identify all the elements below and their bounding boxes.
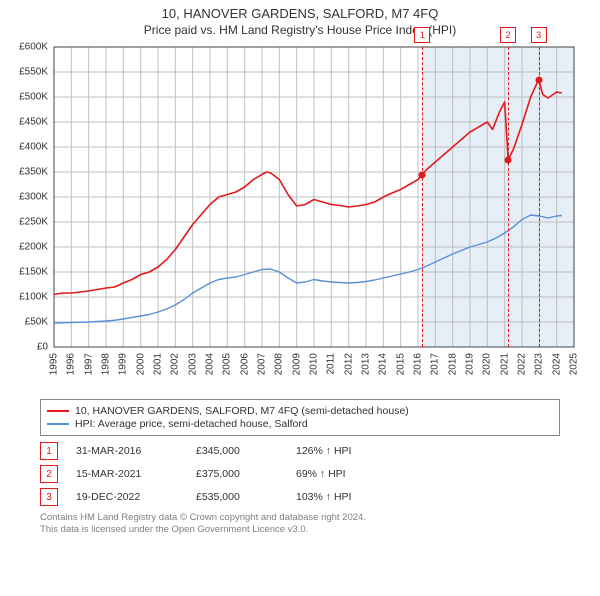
sales-row-badge: 2 — [40, 465, 58, 483]
x-tick-label: 2017 — [430, 353, 441, 375]
x-tick-label: 1995 — [49, 353, 60, 375]
attribution-line: Contains HM Land Registry data © Crown c… — [40, 512, 560, 524]
x-tick-label: 2018 — [447, 353, 458, 375]
legend-item: HPI: Average price, semi-detached house,… — [47, 418, 553, 430]
x-tick-label: 2014 — [378, 353, 389, 375]
sales-row: 1 31-MAR-2016£345,000126% ↑ HPI — [40, 442, 560, 460]
x-tick-label: 2008 — [274, 353, 285, 375]
sales-table: 1 31-MAR-2016£345,000126% ↑ HPI 2 15-MAR-20… — [40, 442, 560, 506]
sales-row-badge: 1 — [40, 442, 58, 460]
y-tick-label: £0 — [0, 342, 48, 353]
sale-marker-badge: 3 — [531, 27, 547, 43]
page-title: 10, HANOVER GARDENS, SALFORD, M7 4FQ — [0, 6, 600, 21]
x-tick-label: 2010 — [309, 353, 320, 375]
y-tick-label: £100K — [0, 292, 48, 303]
x-tick-label: 2001 — [153, 353, 164, 375]
x-tick-label: 2020 — [482, 353, 493, 375]
x-tick-label: 2004 — [205, 353, 216, 375]
x-tick-label: 2005 — [222, 353, 233, 375]
x-tick-label: 2000 — [135, 353, 146, 375]
x-tick-label: 1999 — [118, 353, 129, 375]
x-tick-label: 2012 — [343, 353, 354, 375]
sales-row-badge: 3 — [40, 488, 58, 506]
x-tick-label: 2013 — [361, 353, 372, 375]
attribution: Contains HM Land Registry data © Crown c… — [40, 512, 560, 536]
y-tick-label: £500K — [0, 92, 48, 103]
legend-label: HPI: Average price, semi-detached house,… — [75, 418, 308, 430]
x-tick-label: 1997 — [83, 353, 94, 375]
legend: 10, HANOVER GARDENS, SALFORD, M7 4FQ (se… — [40, 399, 560, 436]
y-tick-label: £150K — [0, 267, 48, 278]
x-tick-label: 2019 — [465, 353, 476, 375]
x-tick-label: 2021 — [499, 353, 510, 375]
x-tick-label: 2007 — [257, 353, 268, 375]
price-chart: £0 £50K £100K £150K £200K £250K £300K £350K £400… — [0, 41, 600, 391]
sales-row-price: £375,000 — [196, 468, 296, 480]
y-tick-label: £50K — [0, 317, 48, 328]
y-tick-label: £350K — [0, 167, 48, 178]
sales-row: 2 15-MAR-2021£375,00069% ↑ HPI — [40, 465, 560, 483]
legend-swatch — [47, 410, 69, 412]
x-tick-label: 2011 — [326, 353, 337, 375]
sales-row-pct: 103% ↑ HPI — [296, 491, 396, 503]
y-tick-label: £250K — [0, 217, 48, 228]
legend-swatch — [47, 423, 69, 425]
x-tick-label: 2024 — [551, 353, 562, 375]
sales-row-date: 19-DEC-2022 — [76, 491, 196, 503]
sales-row-date: 15-MAR-2021 — [76, 468, 196, 480]
attribution-line: This data is licensed under the Open Gov… — [40, 524, 560, 536]
sales-row-date: 31-MAR-2016 — [76, 445, 196, 457]
sales-row-pct: 69% ↑ HPI — [296, 468, 396, 480]
sale-marker-dot — [505, 156, 512, 163]
x-tick-label: 1996 — [66, 353, 77, 375]
x-tick-label: 1998 — [101, 353, 112, 375]
y-tick-label: £600K — [0, 42, 48, 53]
y-tick-label: £400K — [0, 142, 48, 153]
x-tick-label: 2023 — [534, 353, 545, 375]
y-tick-label: £450K — [0, 117, 48, 128]
x-tick-label: 2002 — [170, 353, 181, 375]
y-tick-label: £200K — [0, 242, 48, 253]
sales-row: 3 19-DEC-2022£535,000103% ↑ HPI — [40, 488, 560, 506]
sales-row-price: £535,000 — [196, 491, 296, 503]
sale-marker-dot — [535, 76, 542, 83]
x-tick-label: 2022 — [517, 353, 528, 375]
x-tick-label: 2006 — [239, 353, 250, 375]
x-tick-label: 2003 — [187, 353, 198, 375]
legend-label: 10, HANOVER GARDENS, SALFORD, M7 4FQ (se… — [75, 405, 409, 417]
legend-item: 10, HANOVER GARDENS, SALFORD, M7 4FQ (se… — [47, 405, 553, 417]
sale-marker-badge: 1 — [414, 27, 430, 43]
sale-marker-dot — [419, 171, 426, 178]
sales-row-price: £345,000 — [196, 445, 296, 457]
sales-row-pct: 126% ↑ HPI — [296, 445, 396, 457]
y-tick-label: £550K — [0, 67, 48, 78]
x-tick-label: 2009 — [291, 353, 302, 375]
sale-marker-badge: 2 — [500, 27, 516, 43]
x-tick-label: 2025 — [569, 353, 580, 375]
x-tick-label: 2016 — [413, 353, 424, 375]
y-tick-label: £300K — [0, 192, 48, 203]
x-tick-label: 2015 — [395, 353, 406, 375]
